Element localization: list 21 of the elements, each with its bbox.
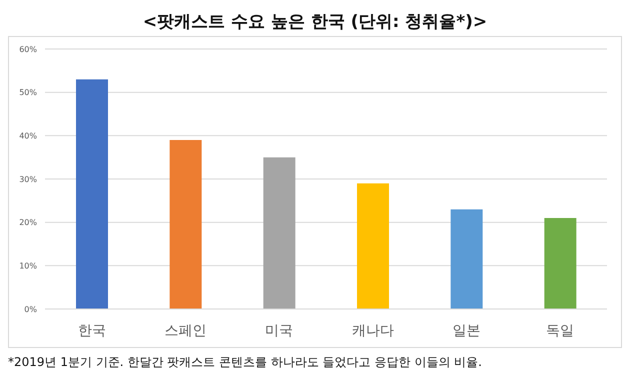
bar — [76, 79, 108, 309]
bar — [450, 209, 483, 309]
y-tick-label: 40% — [19, 132, 38, 141]
bar — [170, 140, 202, 309]
y-tick-label: 0% — [24, 304, 38, 314]
x-tick-label: 한국 — [78, 322, 106, 339]
x-tick-label: 스페인 — [164, 322, 206, 339]
bar — [263, 157, 296, 309]
y-tick-label: 30% — [19, 174, 38, 184]
bar — [544, 218, 576, 309]
x-tick-label: 캐나다 — [352, 322, 394, 339]
text: *2019년 1분기 기준. 한달간 팟캐스트 콘텐츠를 하나라도 들었다고 응답한 이들의 비율. — [8, 354, 483, 371]
y-tick-label: 20% — [19, 218, 38, 228]
y-tick-label: 60% — [19, 44, 38, 54]
x-tick-label: 일본 — [452, 322, 480, 339]
y-tick-label: 10% — [19, 262, 38, 271]
x-tick-label: 미국 — [265, 322, 294, 339]
y-tick-label: 50% — [19, 88, 38, 98]
bar — [357, 183, 389, 309]
x-tick-label: 독일 — [546, 322, 574, 339]
chart-title: <팟캐스트 수요 높은 한국 (단위: 청취율*)> — [142, 11, 488, 34]
